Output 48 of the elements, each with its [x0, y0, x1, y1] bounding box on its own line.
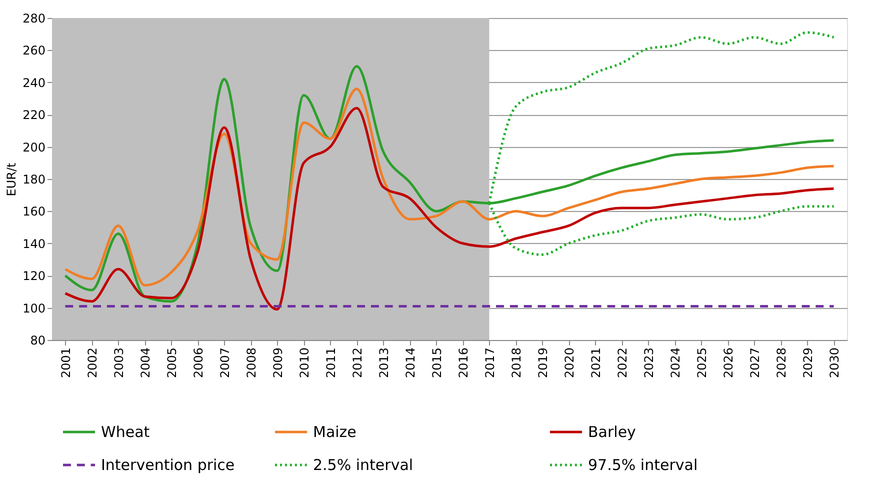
- x-tick-label: 2009: [270, 348, 285, 378]
- x-tick-label: 2010: [297, 348, 312, 378]
- y-tick-label: 260: [22, 44, 46, 58]
- x-tick-label: 2013: [376, 348, 391, 378]
- x-tick-label: 2030: [827, 348, 842, 378]
- x-tick-label: 2006: [191, 348, 206, 378]
- legend-label: 2.5% interval: [313, 456, 414, 474]
- y-tick-label: 180: [22, 172, 46, 186]
- x-tick-label: 2020: [562, 348, 576, 378]
- x-tick-label: 2023: [642, 348, 656, 378]
- x-tick-label: 2008: [244, 348, 258, 378]
- x-tick-label: 2004: [138, 348, 152, 378]
- legend-label: 97.5% interval: [588, 456, 698, 474]
- x-tick-label: 2011: [324, 348, 338, 378]
- x-tick-label: 2029: [800, 348, 815, 378]
- x-tick-label: 2017: [482, 348, 497, 378]
- x-tick-label: 2012: [350, 348, 364, 378]
- x-tick-label: 2026: [721, 348, 736, 378]
- legend-label: Maize: [313, 423, 356, 441]
- y-tick-label: 120: [22, 269, 46, 284]
- y-tick-label: 240: [22, 76, 46, 90]
- x-tick-label: 2014: [403, 348, 418, 378]
- x-tick-label: 2016: [456, 348, 470, 378]
- x-tick-label: 2024: [668, 348, 682, 378]
- x-tick-label: 2018: [509, 348, 524, 378]
- x-tick-label: 2001: [58, 348, 73, 378]
- legend-label: Intervention price: [101, 456, 235, 474]
- y-tick-label: 280: [22, 12, 46, 26]
- x-tick-label: 2027: [748, 348, 762, 378]
- x-tick-label: 2007: [218, 348, 232, 378]
- x-tick-label: 2003: [112, 348, 126, 378]
- legend-label: Wheat: [101, 423, 150, 441]
- x-tick-label: 2021: [588, 348, 603, 378]
- x-tick-label: 2025: [694, 348, 709, 378]
- x-tick-label: 2015: [430, 348, 444, 378]
- x-tick-label: 2005: [164, 348, 179, 378]
- x-tick-label: 2022: [615, 348, 630, 378]
- y-tick-label: 140: [22, 236, 46, 251]
- y-axis-title: EUR/t: [4, 162, 19, 196]
- y-tick-label: 80: [30, 334, 46, 348]
- y-tick-label: 200: [22, 140, 46, 154]
- legend-label: Barley: [588, 423, 636, 441]
- y-tick-label: 160: [22, 204, 46, 219]
- x-tick-label: 2002: [85, 348, 100, 378]
- x-tick-label: 2019: [536, 348, 550, 378]
- x-tick-label: 2028: [774, 348, 788, 378]
- y-tick-label: 220: [22, 108, 46, 122]
- y-tick-label: 100: [22, 301, 46, 316]
